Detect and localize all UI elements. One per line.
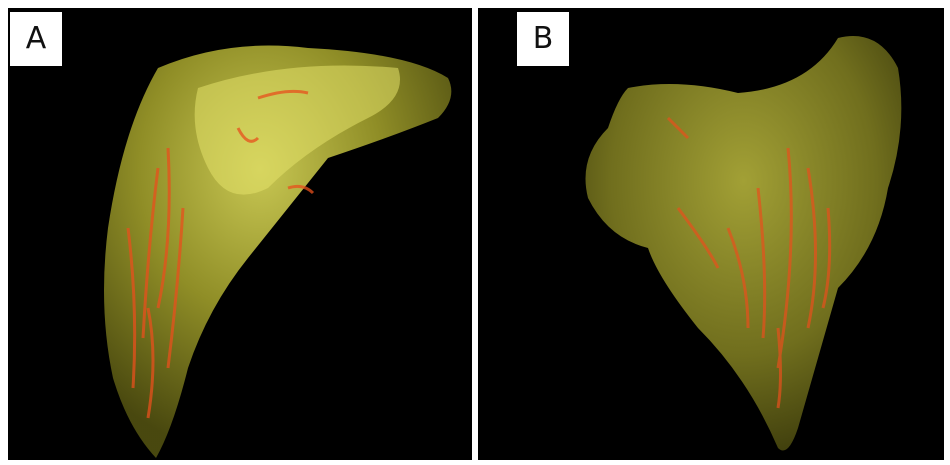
rendering-a xyxy=(8,8,472,460)
panel-label: B xyxy=(517,12,569,66)
rendering-b xyxy=(478,8,944,460)
panel-a: A xyxy=(8,8,472,460)
panel-label: A xyxy=(10,12,62,66)
figure: A B xyxy=(0,0,950,465)
panel-b: B xyxy=(478,8,944,460)
organ-shape xyxy=(586,36,902,451)
